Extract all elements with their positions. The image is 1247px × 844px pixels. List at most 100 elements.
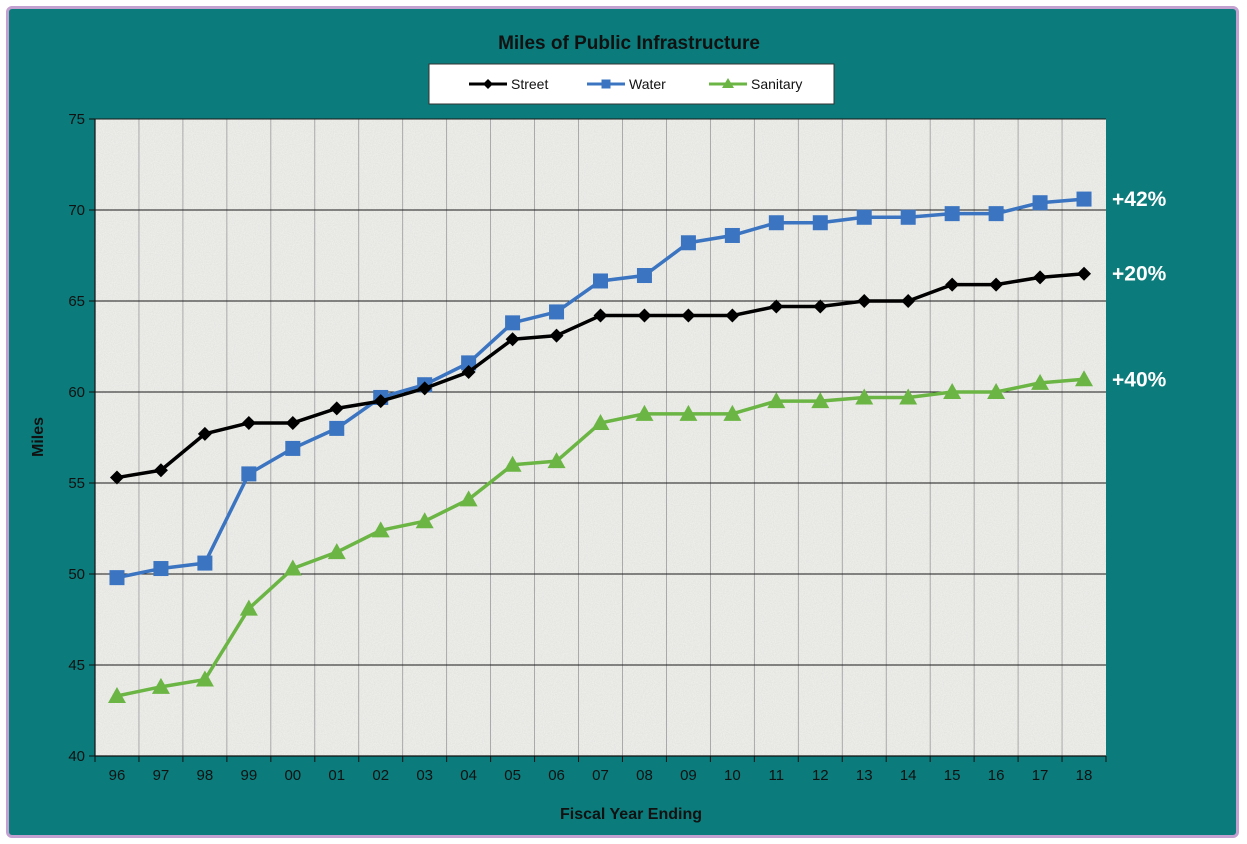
x-tick-label: 15 bbox=[944, 767, 961, 784]
data-point-street bbox=[725, 308, 740, 323]
data-point-water bbox=[505, 315, 521, 331]
x-tick-label: 09 bbox=[680, 767, 697, 784]
data-point-water bbox=[109, 570, 125, 586]
data-point-sanitary bbox=[503, 455, 522, 472]
chart-frame: Miles of Public Infrastructure Street Wat… bbox=[6, 6, 1239, 838]
y-tick-label: 60 bbox=[68, 384, 85, 401]
data-point-sanitary bbox=[591, 413, 610, 430]
data-point-water bbox=[461, 355, 477, 371]
data-point-street bbox=[1077, 266, 1092, 281]
data-point-street bbox=[285, 415, 300, 430]
data-point-water bbox=[944, 206, 960, 222]
series-street bbox=[109, 266, 1092, 485]
data-point-sanitary bbox=[899, 388, 918, 405]
x-tick-label: 01 bbox=[328, 767, 345, 784]
x-tick-label: 08 bbox=[636, 767, 653, 784]
annotation-street: +20% bbox=[1112, 263, 1167, 286]
x-tick-label: 03 bbox=[416, 767, 433, 784]
data-point-street bbox=[153, 463, 168, 478]
data-point-water bbox=[329, 420, 345, 436]
y-tick-label: 75 bbox=[68, 111, 85, 128]
x-tick-label: 07 bbox=[592, 767, 609, 784]
y-tick-label: 70 bbox=[68, 202, 85, 219]
data-point-sanitary bbox=[1075, 370, 1094, 387]
data-point-water bbox=[197, 555, 213, 571]
x-tick-label: 18 bbox=[1076, 767, 1093, 784]
x-tick-label: 99 bbox=[241, 767, 258, 784]
data-point-water bbox=[724, 227, 740, 243]
data-point-sanitary bbox=[943, 383, 962, 399]
x-tick-label: 05 bbox=[504, 767, 521, 784]
data-point-street bbox=[549, 328, 564, 343]
data-point-water bbox=[593, 273, 608, 289]
series-sanitary bbox=[107, 370, 1094, 703]
data-point-water bbox=[768, 215, 784, 231]
data-point-sanitary bbox=[459, 490, 478, 507]
data-point-street bbox=[329, 401, 344, 416]
data-point-water bbox=[900, 209, 916, 225]
x-tick-label: 10 bbox=[724, 767, 741, 784]
data-point-water bbox=[680, 235, 696, 251]
annotations: +20% +42% +40% bbox=[1112, 188, 1167, 391]
chart-title: Miles of Public Infrastructure bbox=[498, 33, 760, 54]
data-point-water bbox=[636, 268, 652, 284]
axes: 40 45 50 55 60 65 70 75 96 97 98 99 00 01 02 03 04 05 06 07… bbox=[68, 111, 1107, 784]
data-point-street bbox=[813, 299, 828, 314]
data-point-sanitary bbox=[987, 383, 1006, 399]
data-point-street bbox=[461, 364, 476, 379]
x-axis-title: Fiscal Year Ending bbox=[560, 806, 702, 823]
data-point-street bbox=[989, 277, 1004, 292]
data-point-water bbox=[549, 304, 565, 320]
data-point-sanitary bbox=[371, 521, 390, 538]
data-point-street bbox=[373, 394, 388, 409]
data-point-water bbox=[153, 561, 169, 577]
x-tick-label: 12 bbox=[812, 767, 829, 784]
data-point-sanitary bbox=[415, 512, 434, 529]
data-point-sanitary bbox=[283, 559, 302, 576]
data-point-street bbox=[505, 332, 520, 347]
legend-label-street: Street bbox=[511, 76, 548, 92]
y-tick-label: 50 bbox=[68, 566, 85, 583]
legend: Street Water Sanitary bbox=[428, 63, 835, 105]
data-point-sanitary bbox=[767, 392, 786, 409]
data-point-water bbox=[241, 466, 257, 482]
data-point-street bbox=[637, 308, 652, 323]
x-tick-label: 00 bbox=[284, 767, 301, 784]
data-point-sanitary bbox=[679, 404, 698, 421]
x-tick-label: 98 bbox=[197, 767, 214, 784]
data-point-sanitary bbox=[723, 404, 742, 421]
legend-marker bbox=[722, 78, 734, 88]
x-tick-label: 17 bbox=[1032, 767, 1049, 784]
plot-area bbox=[95, 119, 1106, 756]
data-point-sanitary bbox=[811, 392, 830, 409]
data-point-sanitary bbox=[327, 543, 346, 560]
y-axis-title: Miles bbox=[30, 417, 47, 457]
data-point-street bbox=[901, 294, 916, 308]
data-point-sanitary bbox=[239, 599, 258, 616]
x-tick-label: 02 bbox=[372, 767, 389, 784]
x-tick-label: 97 bbox=[153, 767, 170, 784]
data-point-sanitary bbox=[1031, 373, 1050, 390]
x-tick-label: 14 bbox=[900, 767, 917, 784]
line-chart: Miles of Public Infrastructure Street Wat… bbox=[30, 33, 1167, 823]
data-point-street bbox=[945, 277, 960, 292]
data-point-sanitary bbox=[151, 677, 170, 694]
x-tick-label: 11 bbox=[769, 767, 785, 784]
y-tick-label: 55 bbox=[68, 475, 85, 492]
x-tick-label: 96 bbox=[109, 767, 126, 784]
data-point-street bbox=[197, 426, 212, 441]
data-point-street bbox=[109, 470, 124, 485]
annotation-water: +42% bbox=[1112, 188, 1167, 211]
data-point-water bbox=[988, 206, 1004, 222]
x-tick-label: 06 bbox=[548, 767, 565, 784]
data-point-water bbox=[856, 209, 872, 225]
data-point-sanitary bbox=[195, 670, 214, 687]
series-layer bbox=[107, 191, 1094, 703]
data-point-street bbox=[593, 308, 608, 323]
y-tick-label: 65 bbox=[68, 293, 85, 310]
data-point-street bbox=[857, 294, 872, 308]
y-tick-label: 45 bbox=[68, 657, 85, 674]
x-tick-label: 16 bbox=[988, 767, 1005, 784]
data-point-water bbox=[1032, 195, 1048, 211]
data-point-water bbox=[1076, 191, 1092, 207]
